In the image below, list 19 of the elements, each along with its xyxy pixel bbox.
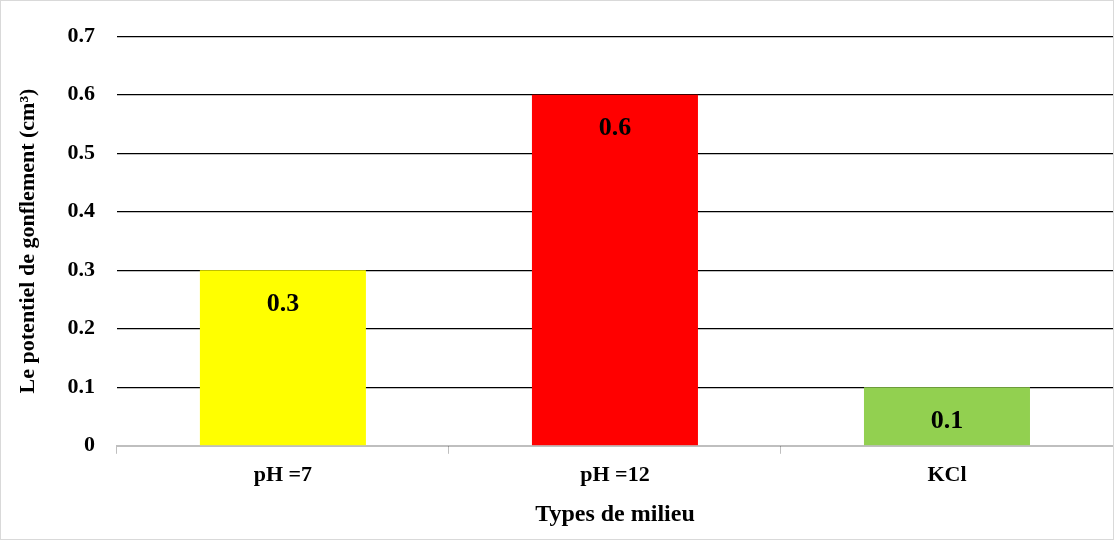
x-tick-label: pH =12	[580, 460, 650, 486]
bar	[863, 387, 1030, 446]
x-axis-title: Types de milieu	[535, 499, 695, 526]
data-label: 0.6	[598, 112, 632, 142]
y-tick-label: 0.5	[67, 138, 95, 164]
y-tick-label: 0.4	[67, 197, 95, 223]
data-label: 0.1	[930, 405, 964, 434]
data-label: 0.3	[266, 287, 300, 317]
x-tick-label: KCl	[927, 460, 967, 486]
y-tick-label: 0	[83, 431, 95, 457]
y-axis-title: Le potentiel de gonflement (cm³)	[13, 88, 39, 394]
x-tick-label: pH =7	[253, 460, 313, 486]
bar	[199, 270, 366, 446]
bar	[531, 94, 698, 446]
y-tick-label: 0.3	[67, 255, 95, 281]
y-tick-label: 0.6	[67, 80, 95, 106]
y-tick-label: 0.1	[67, 372, 95, 398]
y-tick-label: 0.7	[67, 21, 95, 47]
y-tick-label: 0.2	[67, 314, 95, 340]
